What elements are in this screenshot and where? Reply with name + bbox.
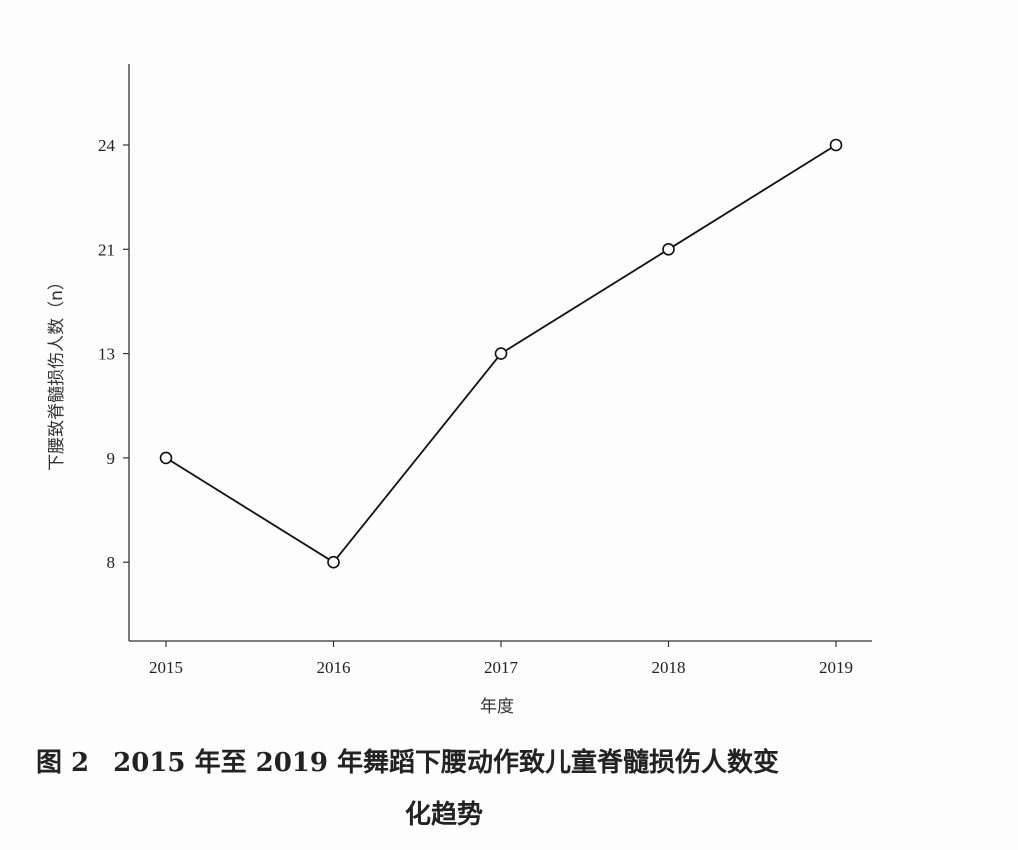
y-tick-label: 24 <box>98 136 116 155</box>
x-tick-label: 2016 <box>317 658 351 677</box>
caption-text-line2: 化趋势 <box>405 800 484 830</box>
data-point-2019 <box>829 138 843 152</box>
y-tick-label: 9 <box>107 449 116 468</box>
figure-number: 图 2 <box>36 748 90 778</box>
y-tick-label: 21 <box>98 240 115 259</box>
x-tick-label: 2015 <box>149 658 183 677</box>
x-tick-label: 2017 <box>484 658 519 677</box>
data-point-2016 <box>327 555 340 569</box>
y-ticks: 8 9 13 21 24 <box>98 136 129 572</box>
data-points <box>159 138 843 569</box>
x-tick-label: 2019 <box>819 658 853 677</box>
y-tick-label: 13 <box>98 345 115 364</box>
x-ticks: 2015 2016 2017 2018 2019 <box>149 641 853 677</box>
figure-caption: 图 2 2015 年至 2019 年舞蹈下腰动作致儿童脊髓损伤人数变 <box>36 742 779 779</box>
data-point-2018 <box>662 243 675 256</box>
y-axis-title: 下腰致脊髓损伤人数（n） <box>47 273 67 471</box>
caption-text-line1: 2015 年至 2019 年舞蹈下腰动作致儿童脊髓损伤人数变 <box>113 748 780 778</box>
x-axis-title: 年度 <box>480 697 514 717</box>
line-chart: 8 9 13 21 24 2015 2016 2017 2018 2019 年度 下腰致脊髓损伤… <box>47 64 872 717</box>
x-tick-label: 2018 <box>652 658 686 677</box>
y-tick-label: 8 <box>107 553 116 572</box>
data-point-2015 <box>159 451 173 465</box>
data-point-2017 <box>494 347 508 360</box>
